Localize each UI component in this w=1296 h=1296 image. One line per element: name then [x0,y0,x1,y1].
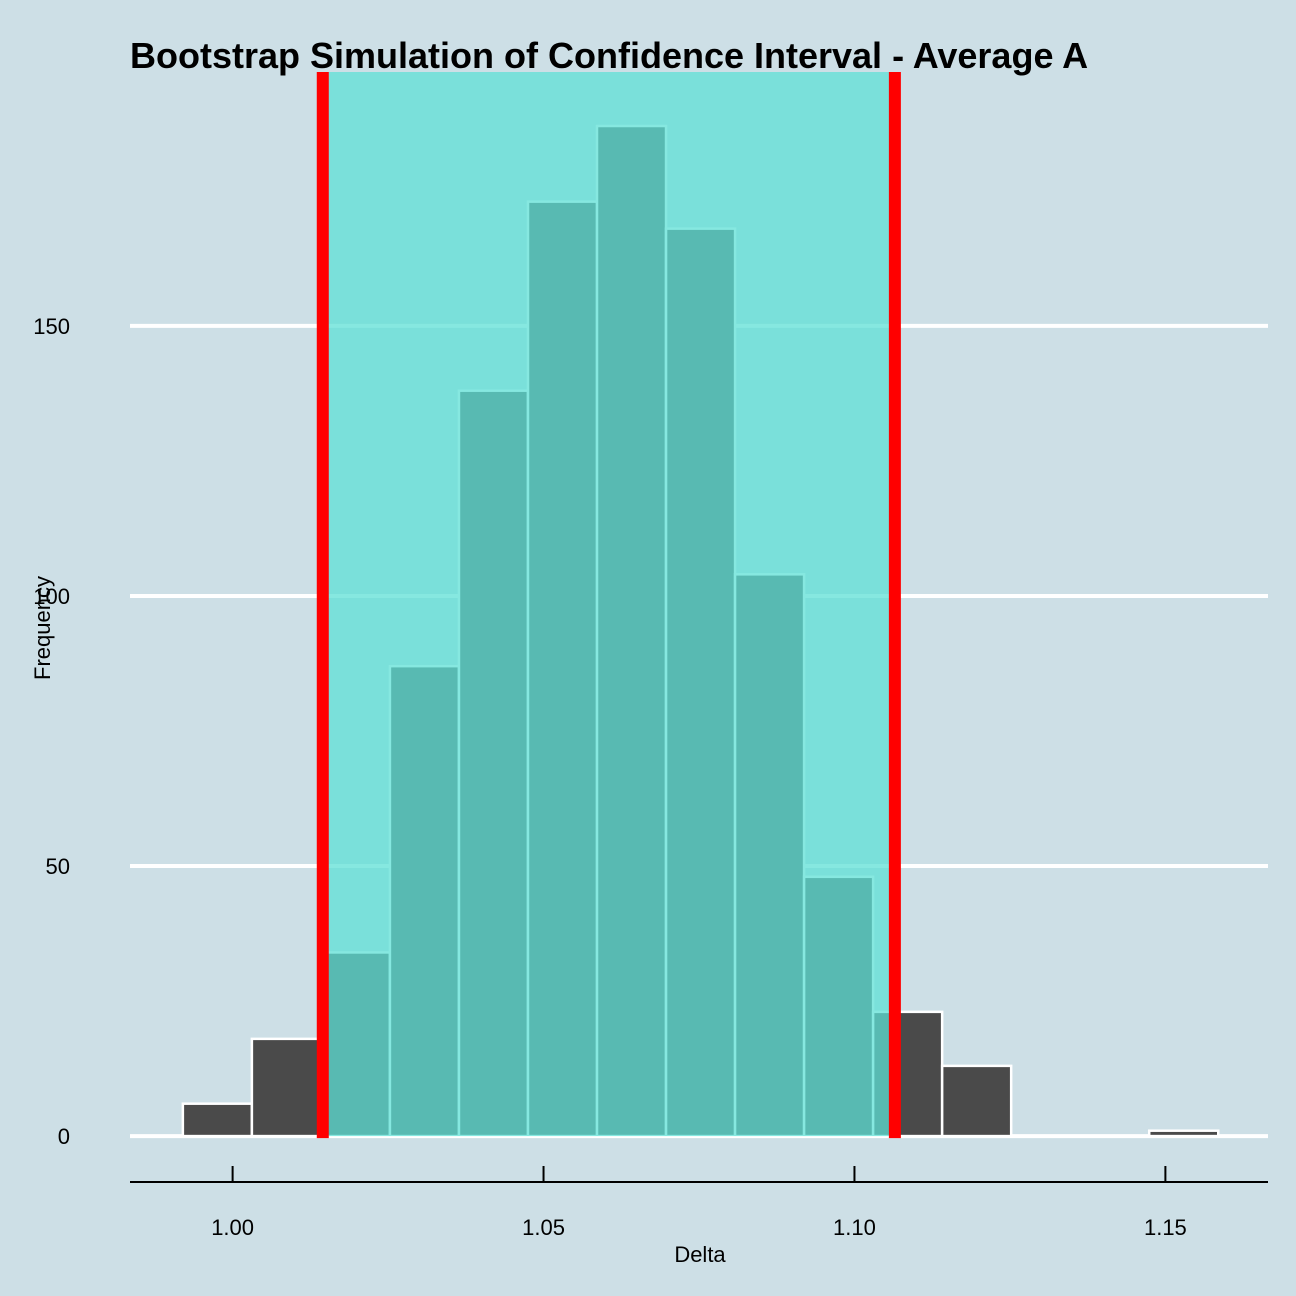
y-axis-ticks: 0 50 100 150 [33,314,70,1149]
x-tick-label-1: 1.05 [522,1215,565,1240]
confidence-lines [316,72,901,1139]
y-tick-label-100: 100 [33,584,70,609]
histogram-bar-0 [181,1102,254,1138]
x-tick-label-0: 1.00 [211,1215,254,1240]
y-axis-title: Frequency [30,576,55,680]
histogram-bar-1 [250,1037,323,1138]
x-tick-label-3: 1.15 [1144,1215,1187,1240]
x-tick-label-2: 1.10 [833,1215,876,1240]
y-tick-label-150: 150 [33,314,70,339]
x-axis: 1.00 1.05 1.10 1.15 [130,1166,1268,1240]
confidence-band [322,72,895,1137]
histogram-bar-14 [1147,1129,1220,1138]
y-tick-label-50: 50 [46,854,70,879]
x-axis-title: Delta [674,1242,726,1267]
y-tick-label-0: 0 [58,1124,70,1149]
histogram-bar-11 [940,1064,1013,1138]
confidence-interval-band [322,72,895,1137]
chart-title: Bootstrap Simulation of Confidence Inter… [130,35,1088,76]
